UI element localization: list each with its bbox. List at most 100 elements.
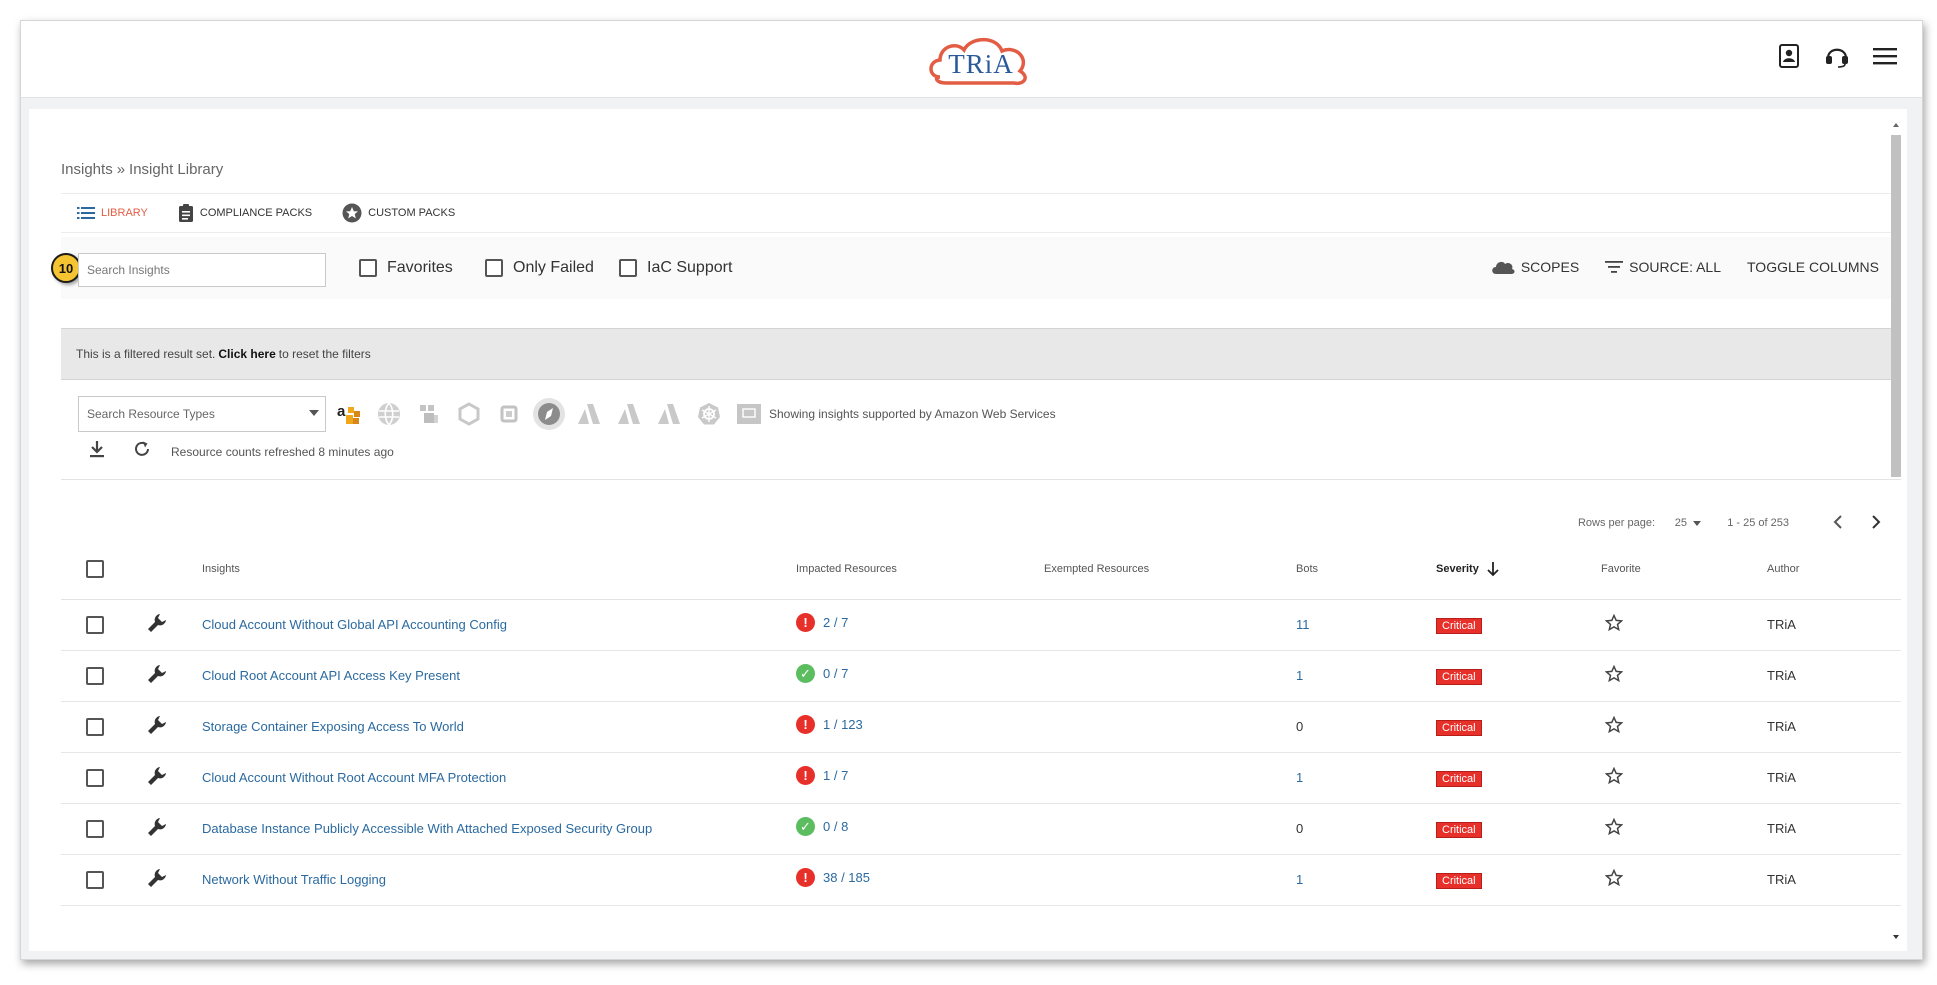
- tria-logo[interactable]: TRiA: [926, 33, 1036, 89]
- hamburger-menu-icon[interactable]: [1872, 43, 1898, 69]
- wrench-icon[interactable]: [146, 612, 168, 634]
- wrench-icon[interactable]: [146, 663, 168, 685]
- clipboard-icon: [178, 204, 193, 222]
- top-bar: TRiA: [21, 21, 1922, 98]
- azure-icon-3[interactable]: [653, 398, 685, 430]
- next-page-button[interactable]: [1865, 511, 1887, 533]
- breadcrumb-parent[interactable]: Insights: [61, 161, 113, 178]
- failed-status-icon: !: [796, 613, 815, 632]
- reset-filters-link[interactable]: Click here: [218, 347, 276, 361]
- impacted-resources-link[interactable]: ! 1 / 123: [796, 715, 1044, 734]
- insight-link[interactable]: Storage Container Exposing Access To Wor…: [202, 719, 464, 734]
- author-header[interactable]: Author: [1767, 539, 1901, 600]
- row-select-cell: [61, 854, 146, 906]
- insight-link[interactable]: Network Without Traffic Logging: [202, 872, 387, 887]
- bots-count[interactable]: 11: [1296, 617, 1310, 632]
- author-name: TRiA: [1767, 617, 1796, 632]
- row-tool-cell: [146, 650, 202, 702]
- scroll-down-arrow[interactable]: [1891, 933, 1901, 941]
- row-checkbox[interactable]: [86, 768, 104, 787]
- insight-link[interactable]: Cloud Root Account API Access Key Presen…: [202, 668, 460, 683]
- download-icon[interactable]: [89, 440, 105, 463]
- row-bots-cell: 1: [1296, 650, 1436, 702]
- kubernetes-icon[interactable]: [693, 398, 725, 430]
- scrollbar-thumb[interactable]: [1891, 135, 1901, 477]
- row-insight-cell: Cloud Account Without Global API Account…: [202, 599, 796, 651]
- rows-per-page-select[interactable]: 25: [1675, 517, 1701, 529]
- favorites-checkbox[interactable]: Favorites: [359, 259, 453, 277]
- wrench-icon[interactable]: [146, 867, 168, 889]
- resource-types-placeholder: Search Resource Types: [87, 407, 215, 421]
- severity-header[interactable]: Severity: [1436, 539, 1601, 600]
- bots-count: 0: [1296, 719, 1304, 734]
- tab-compliance-packs[interactable]: COMPLIANCE PACKS: [178, 204, 312, 222]
- impacted-count: 0 / 8: [823, 819, 849, 834]
- aws-dots-icon[interactable]: [413, 398, 445, 430]
- impacted-resources-link[interactable]: ! 2 / 7: [796, 613, 1044, 632]
- exempted-header[interactable]: Exempted Resources: [1044, 539, 1296, 600]
- iac-support-checkbox-box[interactable]: [619, 259, 637, 277]
- impacted-resources-link[interactable]: ! 38 / 185: [796, 868, 1044, 887]
- failed-status-icon: !: [796, 868, 815, 887]
- amazon-web-services-icon[interactable]: a: [333, 398, 365, 430]
- impacted-resources-link[interactable]: ! 1 / 7: [796, 766, 1044, 785]
- insights-header[interactable]: Insights: [202, 539, 796, 600]
- star-icon[interactable]: [1604, 817, 1624, 836]
- refresh-icon[interactable]: [133, 440, 151, 463]
- source-filter-button[interactable]: SOURCE: ALL: [1605, 259, 1721, 275]
- arrow-down-icon: [1487, 561, 1499, 577]
- severity-badge: Critical: [1436, 720, 1482, 736]
- logo-text: TRiA: [948, 49, 1014, 79]
- star-icon[interactable]: [1604, 868, 1624, 887]
- wrench-icon[interactable]: [146, 714, 168, 736]
- iac-support-checkbox[interactable]: IaC Support: [619, 259, 732, 277]
- impacted-resources-link[interactable]: ✓ 0 / 7: [796, 664, 1044, 683]
- star-icon[interactable]: [1604, 766, 1624, 785]
- bots-count[interactable]: 1: [1296, 668, 1304, 683]
- table-row: Cloud Account Without Root Account MFA P…: [61, 752, 1901, 804]
- insight-link[interactable]: Database Instance Publicly Accessible Wi…: [202, 821, 653, 836]
- row-checkbox[interactable]: [86, 870, 104, 889]
- vertical-scrollbar[interactable]: [1891, 121, 1901, 941]
- compass-icon[interactable]: [533, 398, 565, 430]
- only-failed-checkbox[interactable]: Only Failed: [485, 259, 594, 277]
- hexagon-icon[interactable]: [453, 398, 485, 430]
- insight-link[interactable]: Cloud Account Without Root Account MFA P…: [202, 770, 507, 785]
- prev-page-button[interactable]: [1827, 511, 1849, 533]
- insight-link[interactable]: Cloud Account Without Global API Account…: [202, 617, 507, 632]
- search-insights-input[interactable]: Search Insights: [78, 253, 326, 287]
- row-checkbox[interactable]: [86, 615, 104, 634]
- favorite-header[interactable]: Favorite: [1601, 539, 1767, 600]
- row-checkbox[interactable]: [86, 666, 104, 685]
- star-icon[interactable]: [1604, 715, 1624, 734]
- impacted-resources-link[interactable]: ✓ 0 / 8: [796, 817, 1044, 836]
- bots-header[interactable]: Bots: [1296, 539, 1436, 600]
- bots-count[interactable]: 1: [1296, 770, 1304, 785]
- row-severity-cell: Critical: [1436, 803, 1601, 855]
- headset-icon[interactable]: [1824, 43, 1850, 69]
- tab-library[interactable]: LIBRARY: [77, 207, 148, 219]
- azure-icon-2[interactable]: [613, 398, 645, 430]
- only-failed-checkbox-box[interactable]: [485, 259, 503, 277]
- star-icon[interactable]: [1604, 664, 1624, 683]
- tab-custom-packs[interactable]: CUSTOM PACKS: [342, 203, 455, 223]
- image-icon[interactable]: [733, 398, 765, 430]
- toggle-columns-button[interactable]: TOGGLE COLUMNS: [1747, 259, 1879, 275]
- row-impacted-cell: ✓ 0 / 8: [796, 803, 1044, 855]
- scopes-button[interactable]: SCOPES: [1491, 259, 1579, 275]
- scroll-up-arrow[interactable]: [1891, 121, 1901, 129]
- wrench-icon[interactable]: [146, 765, 168, 787]
- wrench-icon[interactable]: [146, 816, 168, 838]
- favorites-checkbox-box[interactable]: [359, 259, 377, 277]
- row-checkbox[interactable]: [86, 717, 104, 736]
- bots-count[interactable]: 1: [1296, 872, 1304, 887]
- azure-icon[interactable]: [573, 398, 605, 430]
- star-icon[interactable]: [1604, 613, 1624, 632]
- row-checkbox[interactable]: [86, 819, 104, 838]
- contact-card-icon[interactable]: [1776, 43, 1802, 69]
- select-all-checkbox[interactable]: [86, 559, 104, 578]
- aws-globe-icon[interactable]: [373, 398, 405, 430]
- square-icon[interactable]: [493, 398, 525, 430]
- search-resource-types-select[interactable]: Search Resource Types: [78, 396, 326, 432]
- impacted-header[interactable]: Impacted Resources: [796, 539, 1044, 600]
